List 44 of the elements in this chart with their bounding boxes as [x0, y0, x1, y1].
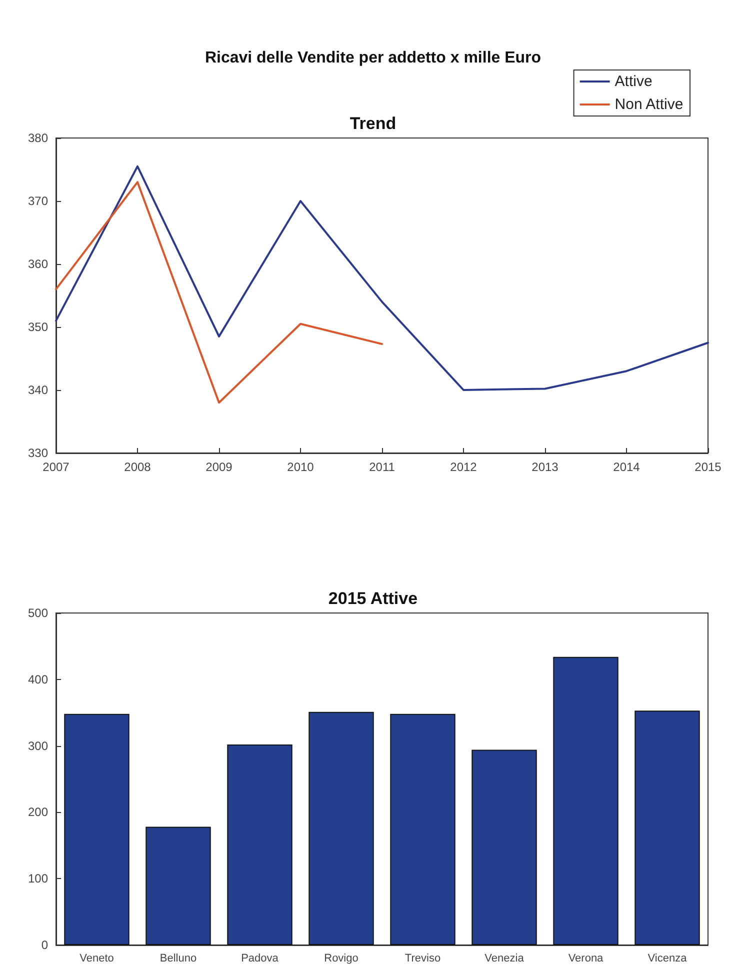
y-tick-label: 380	[28, 131, 48, 145]
x-tick-label: Vicenza	[648, 952, 688, 964]
x-tick-label: Belluno	[160, 952, 197, 964]
y-tick-label: 300	[28, 738, 48, 753]
y-tick-label: 400	[28, 672, 48, 686]
x-tick-label: Venezia	[484, 952, 525, 964]
x-tick-label: Rovigo	[324, 952, 358, 964]
y-tick-label: 370	[28, 194, 48, 208]
x-tick-label: Treviso	[404, 952, 441, 964]
bar	[146, 826, 211, 945]
y-tick-label: 500	[28, 606, 48, 620]
y-tick-label: 100	[28, 872, 48, 886]
line-series	[55, 165, 709, 391]
bar	[553, 656, 618, 945]
x-tick-label: 2013	[532, 460, 559, 474]
y-tick-label: 0	[41, 938, 48, 952]
bar	[308, 712, 374, 945]
x-tick-label: 2009	[206, 460, 233, 474]
y-tick-label: 350	[28, 320, 48, 334]
chart-title: 2015 Attive	[328, 589, 418, 608]
x-tick-label: 2015	[694, 460, 722, 474]
x-tick-label: 2008	[124, 460, 152, 474]
line-series	[55, 181, 383, 404]
bar	[227, 744, 292, 945]
text: Ricavi delle Vendite per addetto x mille Euro	[204, 50, 542, 66]
chart-title: Trend	[350, 114, 396, 133]
y-tick-label: 360	[28, 257, 48, 271]
x-tick-label: 2014	[613, 460, 640, 474]
x-tick-label: 2011	[369, 460, 396, 474]
x-tick-label: Padova	[241, 952, 280, 964]
x-tick-label: 2007	[42, 460, 70, 474]
legend-label: Attive	[614, 73, 652, 90]
y-tick-label: 330	[28, 446, 48, 460]
bar	[64, 714, 130, 945]
x-tick-label: 2010	[287, 460, 314, 474]
y-tick-label: 340	[28, 383, 48, 397]
bar	[634, 710, 700, 945]
x-tick-label: Verona	[568, 952, 604, 964]
x-tick-label: 2012	[450, 460, 478, 474]
legend-label: Non Attive	[614, 96, 684, 113]
x-tick-label: Veneto	[80, 952, 114, 964]
y-tick-label: 200	[28, 805, 48, 820]
bar	[472, 750, 537, 945]
bar	[390, 714, 456, 945]
